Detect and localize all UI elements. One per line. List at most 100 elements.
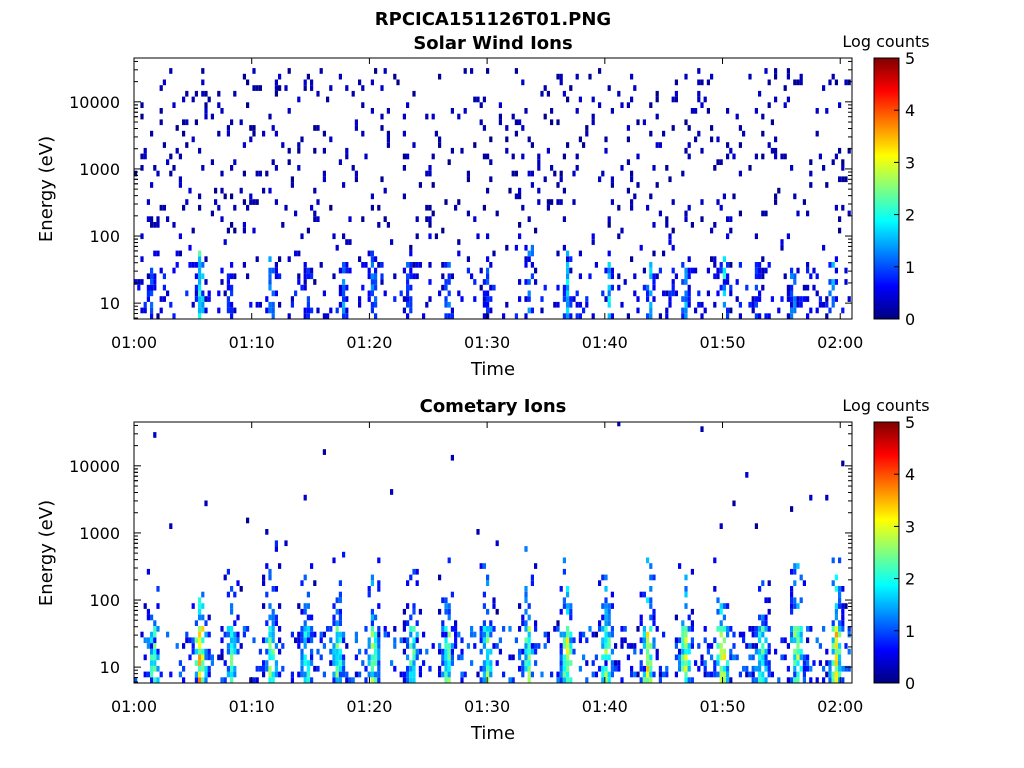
heatmap-cell — [377, 631, 381, 638]
heatmap-cell — [617, 273, 621, 280]
heatmap-cell — [230, 660, 234, 666]
heatmap-cell — [351, 165, 355, 171]
heatmap-cell — [338, 620, 342, 626]
heatmap-cell — [271, 608, 275, 615]
heatmap-cell — [607, 620, 611, 626]
heatmap-cells — [134, 422, 851, 683]
heatmap-cell — [159, 296, 163, 302]
heatmap-cell — [463, 671, 467, 678]
heatmap-cell — [230, 284, 234, 291]
heatmap-cell — [729, 147, 733, 154]
heatmap-cell — [790, 586, 794, 592]
heatmap-cell — [447, 557, 451, 564]
heatmap-cell — [191, 136, 195, 143]
heatmap-cell — [482, 631, 486, 638]
heatmap-cell — [838, 102, 842, 108]
heatmap-cell — [681, 296, 685, 302]
heatmap-cell — [761, 284, 765, 291]
heatmap-cell — [482, 665, 486, 672]
heatmap-cell — [582, 142, 586, 148]
heatmap-cell — [278, 626, 282, 632]
heatmap-cell — [719, 654, 723, 661]
heatmap-cell — [726, 233, 730, 240]
heatmap-cell — [796, 563, 800, 569]
heatmap-cell — [678, 637, 682, 644]
heatmap-cell — [607, 301, 611, 308]
heatmap-cell — [793, 563, 797, 569]
heatmap-cell — [233, 204, 237, 211]
heatmap-cell — [140, 279, 144, 285]
heatmap-cell — [700, 216, 704, 222]
heatmap-cell — [354, 119, 358, 126]
heatmap-cell — [422, 313, 426, 319]
heatmap-cell — [783, 637, 787, 644]
heatmap-cell — [271, 307, 275, 314]
heatmap-cell — [790, 568, 794, 575]
heatmap-cell — [402, 677, 406, 683]
heatmap-cell — [409, 671, 413, 678]
heatmap-cell — [566, 677, 570, 683]
heatmap-cell — [198, 204, 202, 211]
heatmap-cell — [316, 199, 320, 205]
heatmap-cell — [402, 130, 406, 137]
heatmap-cell — [610, 648, 614, 655]
heatmap-cell — [438, 648, 442, 655]
heatmap-cell — [361, 262, 365, 268]
heatmap-cell — [482, 296, 486, 302]
heatmap-cell — [415, 262, 419, 268]
heatmap-cell — [665, 222, 669, 228]
heatmap-cell — [841, 176, 845, 183]
heatmap-cell — [146, 284, 150, 291]
heatmap-cell — [684, 290, 688, 297]
heatmap-cell — [447, 301, 451, 308]
heatmap-cell — [182, 643, 186, 649]
heatmap-cell — [287, 256, 291, 262]
heatmap-cell — [831, 73, 835, 80]
heatmap-cell — [156, 170, 160, 177]
heatmap-cell — [610, 665, 614, 672]
heatmap-cell — [818, 643, 822, 649]
heatmap-cell — [786, 313, 790, 319]
heatmap-cell — [687, 626, 691, 632]
heatmap-cell — [543, 284, 547, 291]
heatmap-cell — [783, 85, 787, 91]
heatmap-cell — [604, 603, 608, 609]
heatmap-cell — [345, 643, 349, 649]
heatmap-cell — [153, 222, 157, 228]
heatmap-cell — [294, 637, 298, 644]
heatmap-cell — [482, 279, 486, 285]
heatmap-cell — [159, 267, 163, 274]
heatmap-cell — [793, 568, 797, 575]
heatmap-cell — [847, 626, 851, 632]
heatmap-cell — [678, 654, 682, 661]
heatmap-cell — [546, 204, 550, 211]
heatmap-cell — [834, 279, 838, 285]
heatmap-cell — [236, 614, 240, 621]
heatmap-cell — [444, 296, 448, 302]
heatmap-cell — [172, 102, 176, 108]
heatmap-cell — [409, 626, 413, 632]
heatmap-cell — [354, 176, 358, 183]
heatmap-cell — [655, 654, 659, 661]
heatmap-cell — [370, 620, 374, 626]
heatmap-cell — [767, 665, 771, 672]
heatmap-cell — [652, 620, 656, 626]
heatmap-cell — [796, 677, 800, 683]
heatmap-cell — [156, 648, 160, 655]
heatmap-cell — [793, 193, 797, 200]
heatmap-cell — [802, 296, 806, 302]
heatmap-cell — [230, 637, 234, 644]
heatmap-cell — [518, 193, 522, 200]
heatmap-cell — [706, 267, 710, 274]
heatmap-cell — [486, 301, 490, 308]
heatmap-cell — [713, 301, 717, 308]
heatmap-cell — [562, 216, 566, 222]
heatmap-cell — [815, 677, 819, 683]
heatmap-cell — [418, 671, 422, 678]
heatmap-cell — [361, 216, 365, 222]
heatmap-cell — [831, 620, 835, 626]
heatmap-cell — [642, 637, 646, 644]
heatmap-cell — [262, 574, 266, 581]
heatmap-cell — [450, 273, 454, 280]
heatmap-cell — [710, 136, 714, 143]
